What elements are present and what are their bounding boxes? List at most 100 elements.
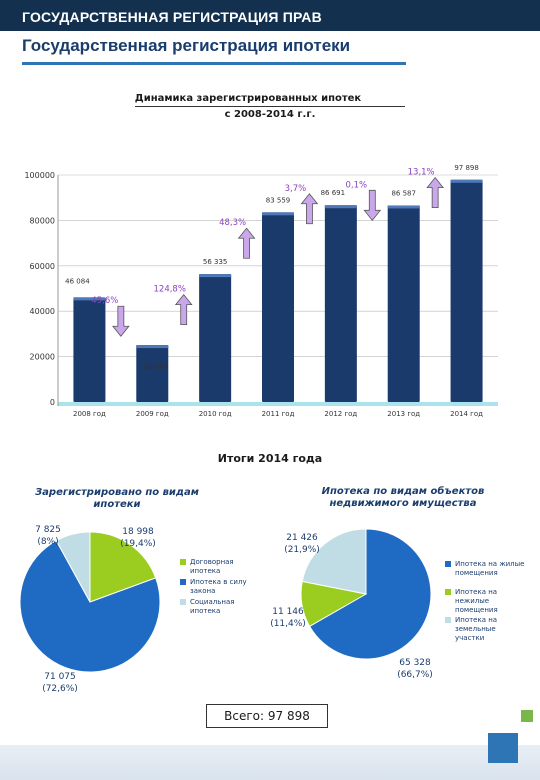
pie2-value-res: 65 328: [399, 658, 431, 668]
legend-swatch: [445, 561, 451, 567]
legend-swatch: [445, 617, 451, 623]
change-pct-label: 3,7%: [285, 184, 307, 194]
arrow-down-icon: [363, 189, 382, 221]
pie2-pct-nonres: (11,4%): [270, 619, 306, 629]
pie2-label-nonres: 11 146 (11,4%): [268, 606, 308, 630]
x-tick-label: 2010 год: [199, 410, 232, 418]
pie-slice: [55, 531, 91, 603]
pie2-label-res: 65 328 (66,7%): [393, 657, 437, 681]
pie2-pct-land: (21,9%): [284, 545, 320, 555]
pie1-label-social: 7 825 (8%): [30, 524, 66, 548]
legend-item: Ипотека на земельные участки: [445, 616, 525, 643]
change-pct-label: 0,1%: [345, 180, 367, 190]
bar: [199, 274, 232, 402]
bar-chart: 0 20000 40000 60000 80000 100000 2008 год 2009 …: [18, 164, 518, 425]
y-tick-label: 40000: [30, 307, 55, 316]
bar-chart-title-line2: с 2008-2014 г.г.: [224, 109, 316, 120]
bar: [324, 205, 357, 402]
bar-value-label: 46 084: [65, 277, 90, 285]
legend-label: Социальная ипотека: [190, 598, 235, 615]
legend-item: Ипотека на нежилые помещения: [445, 588, 525, 615]
y-tick-label: 20000: [30, 353, 55, 362]
arrow-up-icon: [300, 193, 319, 225]
legend-label: Ипотека в силу закона: [190, 578, 247, 595]
pie-slice: [89, 531, 157, 603]
pie-slice: [301, 528, 367, 595]
y-tick-label: 60000: [30, 262, 55, 271]
pie2-value-nonres: 11 146: [272, 607, 304, 617]
arrow-down-icon: [112, 305, 130, 337]
change-pct-label: 45,6%: [91, 296, 118, 306]
pie1-value-social: 7 825: [35, 525, 61, 535]
section-title: Итоги 2014 года: [217, 452, 323, 465]
x-tick-label: 2009 год: [136, 410, 169, 418]
page-title: Государственная регистрация ипотеки: [22, 36, 351, 55]
pie1-pct-contract: (19,4%): [120, 539, 156, 549]
pie1-label-contract: 18 998 (19,4%): [118, 526, 158, 550]
bar-top-highlight: [199, 274, 232, 278]
pie1-value-contract: 18 998: [122, 527, 154, 537]
pie2-label-land: 21 426 (21,9%): [282, 532, 322, 556]
bar: [136, 345, 169, 402]
pie2-pct-res: (66,7%): [397, 670, 433, 680]
legend-swatch: [180, 599, 186, 605]
pie1-title: Зарегистрировано по видам ипотеки: [35, 487, 199, 510]
title-underline: [22, 62, 406, 65]
total-box: Всего: 97 898: [206, 704, 328, 728]
arrow-up-icon: [237, 227, 256, 259]
x-tick-label: 2011 год: [262, 410, 295, 418]
legend-item: Ипотека в силу закона: [180, 578, 260, 596]
bar-top-highlight: [324, 205, 357, 209]
pie1-svg: [19, 531, 161, 673]
bar: [73, 297, 106, 402]
pie1-pct-law: (72,6%): [42, 684, 78, 694]
bar-value-label: 86 691: [321, 189, 346, 197]
pie1-value-law: 71 075: [44, 672, 76, 682]
legend-swatch: [180, 559, 186, 565]
bar: [262, 212, 294, 402]
x-tick-label: 2014 год: [450, 410, 483, 418]
legend-swatch: [445, 589, 451, 595]
y-tick-label: 0: [50, 398, 55, 407]
decor-green-square: [521, 710, 533, 722]
legend-label: Договорная ипотека: [190, 558, 234, 575]
x-tick-label: 2013 год: [387, 410, 420, 418]
legend-item: Ипотека на жилые помещения: [445, 560, 525, 578]
legend-label: Ипотека на жилые помещения: [455, 560, 525, 577]
x-tick-label: 2012 год: [324, 410, 357, 418]
bar-value-label: 97 898: [454, 165, 479, 172]
change-pct-label: 48,3%: [219, 218, 246, 228]
legend-item: Социальная ипотека: [180, 598, 260, 616]
pie-slice: [308, 528, 432, 660]
bar: [450, 179, 483, 402]
y-tick-label: 100000: [24, 171, 55, 180]
pie2-title: Ипотека по видам объектов недвижимого им…: [321, 486, 485, 509]
bar-top-highlight: [262, 212, 294, 216]
arrow-up-icon: [174, 293, 193, 326]
pie-slice: [19, 539, 161, 673]
bar-chart-title: Динамика зарегистрированных ипотек с 200…: [120, 91, 420, 122]
bar-value-label: 56 335: [203, 258, 228, 266]
legend-item: Договорная ипотека: [180, 558, 260, 576]
decor-blue-square: [488, 733, 518, 763]
y-tick-label: 80000: [30, 216, 55, 225]
legend-label: Ипотека на земельные участки: [455, 616, 498, 642]
header-bar: ГОСУДАРСТВЕННАЯ РЕГИСТРАЦИЯ ПРАВ: [0, 0, 540, 31]
pie2-svg: [300, 528, 432, 660]
header-bar-title: ГОСУДАРСТВЕННАЯ РЕГИСТРАЦИЯ ПРАВ: [22, 9, 322, 25]
bar-top-highlight: [73, 297, 106, 301]
bar-value-label: 25 064: [144, 363, 169, 371]
pie2-value-land: 21 426: [286, 533, 318, 543]
legend-swatch: [180, 579, 186, 585]
bar-chart-svg: 0 20000 40000 60000 80000 100000 2008 год 2009 …: [24, 164, 498, 418]
footer-band: [0, 745, 540, 780]
bar: [387, 205, 420, 402]
bar-top-highlight: [136, 345, 169, 349]
change-pct-label: 124,8%: [154, 285, 186, 295]
pie1-pct-social: (8%): [37, 537, 59, 547]
x-tick-label: 2008 год: [73, 410, 106, 418]
change-pct-label: 13,1%: [408, 168, 435, 178]
bar-top-highlight: [387, 205, 420, 209]
pie1-label-law: 71 075 (72,6%): [40, 671, 80, 695]
chart-floor: [58, 402, 498, 406]
